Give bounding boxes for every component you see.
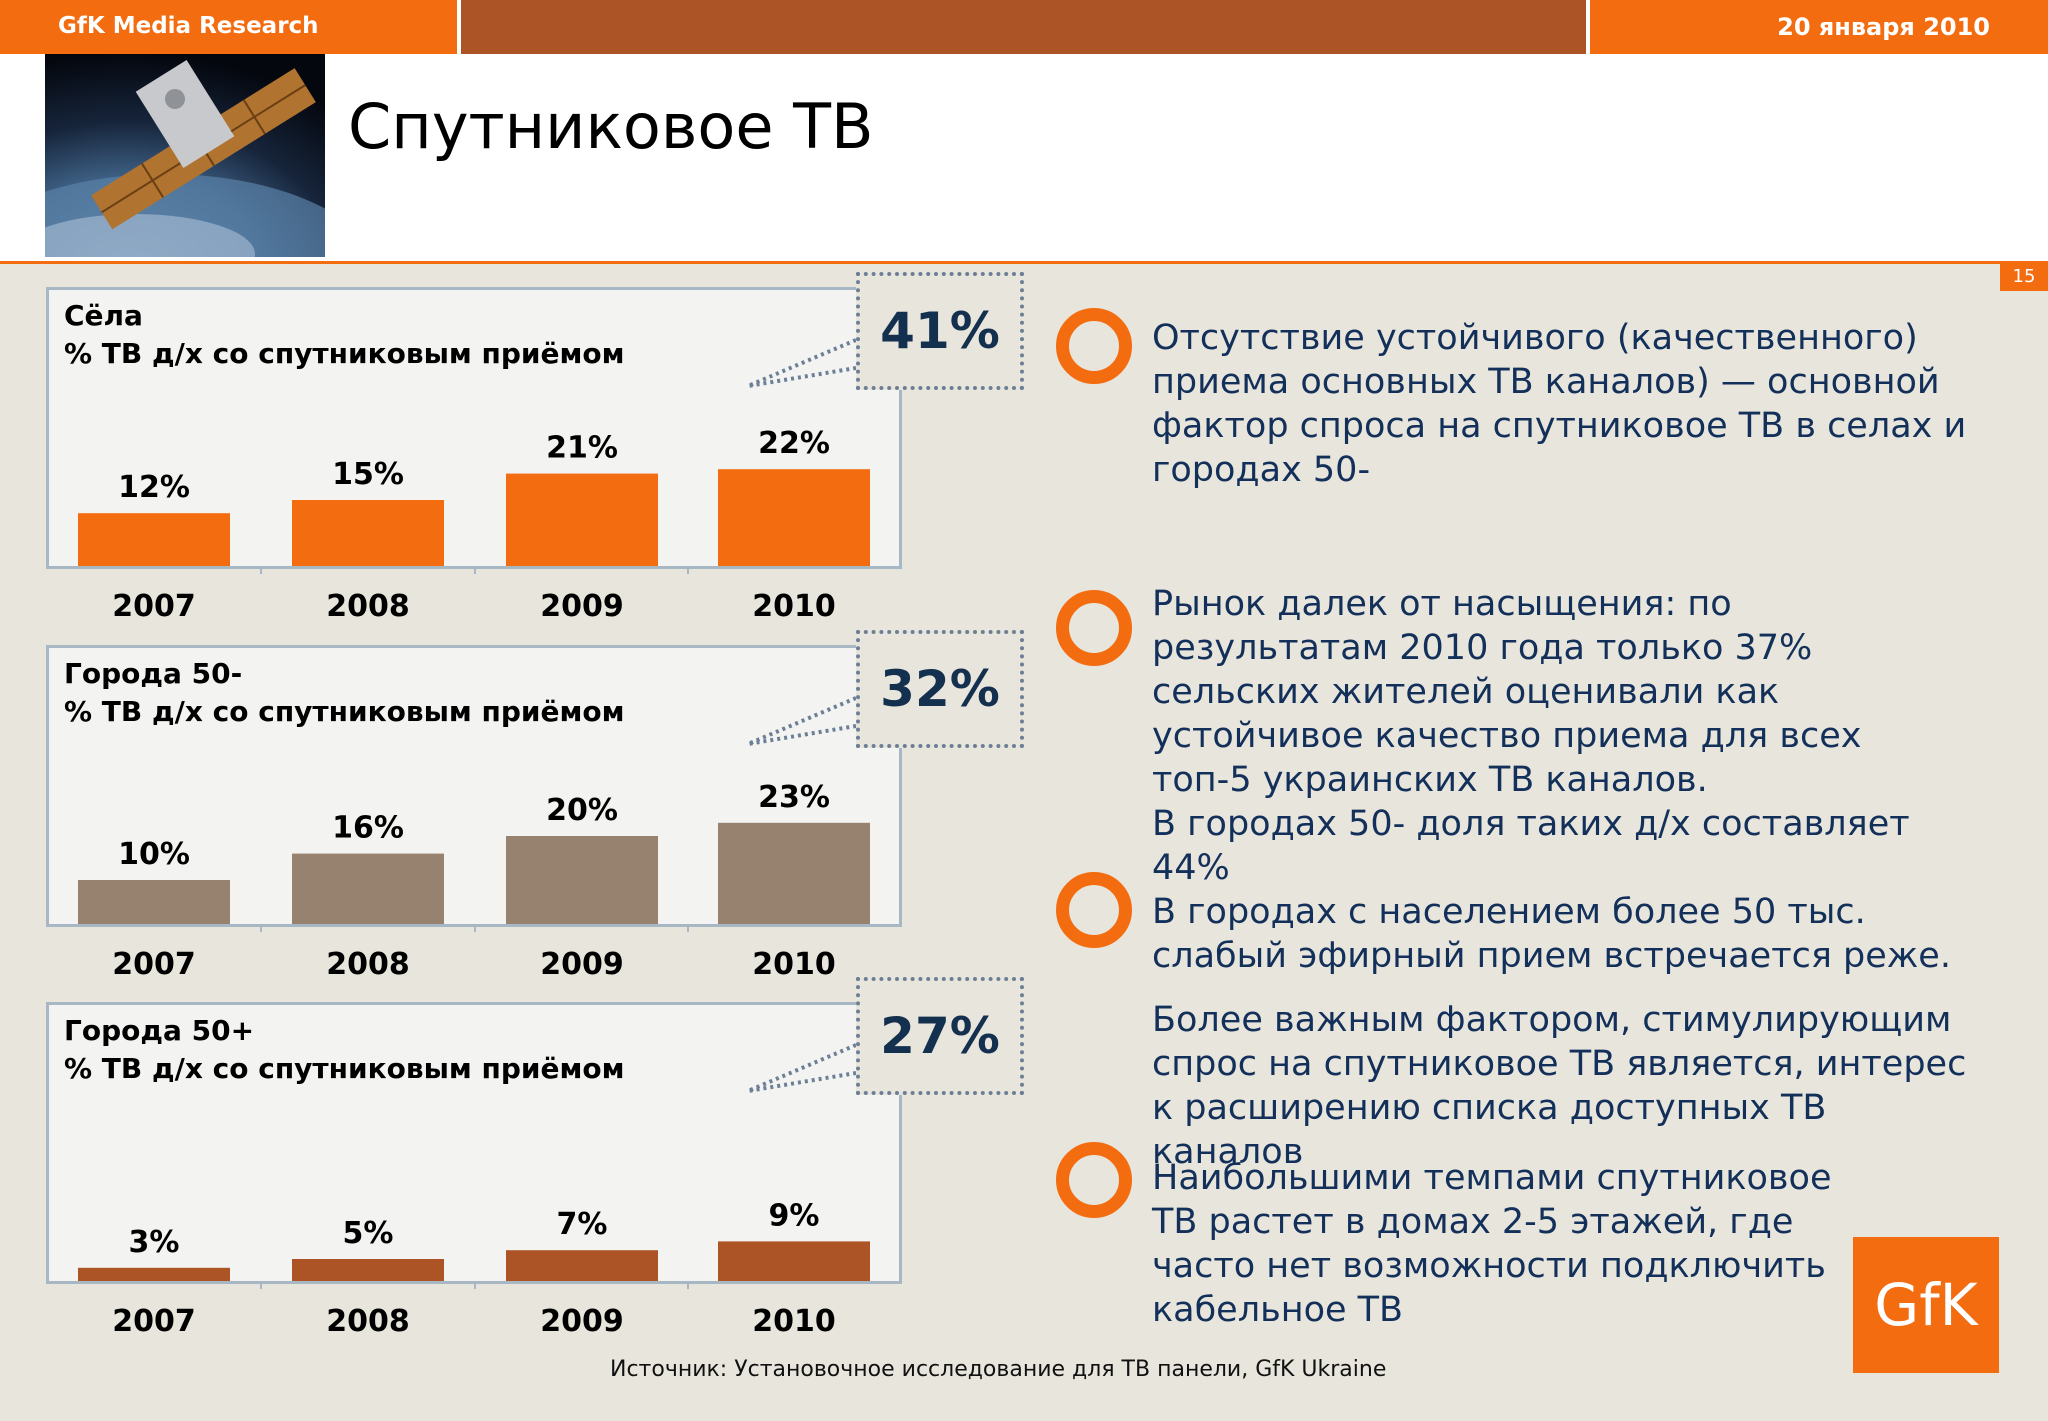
x-tick-label: 2010 — [752, 589, 836, 624]
x-tick-label: 2007 — [112, 1304, 196, 1339]
bar-value-label: 22% — [758, 426, 830, 461]
x-tick-label: 2008 — [326, 589, 410, 624]
bar — [506, 1250, 658, 1281]
callout-cities-large: 27% — [856, 977, 1024, 1095]
bar — [292, 500, 444, 566]
x-tick-label: 2009 — [540, 589, 624, 624]
x-tick-label: 2010 — [752, 1304, 836, 1339]
header-divider — [1586, 0, 1590, 54]
bar-value-label: 21% — [546, 431, 618, 466]
x-tick-label: 2009 — [540, 947, 624, 982]
bullet-text-1: Отсутствие устойчивого (качественного) п… — [1152, 316, 1972, 492]
bar-value-label: 3% — [129, 1225, 180, 1260]
bar-value-label: 10% — [118, 837, 190, 872]
charts-svg: Сёла % ТВ д/х со спутниковым приёмом 12% 20… — [64, 299, 870, 1339]
bullet-text-2: Рынок далек от насыщения: по результатам… — [1152, 582, 1972, 890]
callout-value: 32% — [880, 660, 1000, 718]
bar — [718, 469, 870, 566]
bullet-ring-icon — [1056, 308, 1132, 384]
chart-title: Города 50+ — [64, 1014, 254, 1047]
chart-title: Города 50- — [64, 657, 242, 690]
callout-cities-small: 32% — [856, 630, 1024, 748]
chart-subtitle: % ТВ д/х со спутниковым приёмом — [64, 1052, 625, 1085]
satellite-image — [45, 54, 325, 257]
header-bar: GfK Media Research 20 января 2010 — [0, 0, 2048, 54]
bullet-paragraph: Отсутствие устойчивого (качественного) п… — [1152, 318, 1967, 490]
callout-value: 41% — [880, 302, 1000, 360]
chart-title: Сёла — [64, 299, 143, 332]
x-tick-label: 2010 — [752, 947, 836, 982]
bar — [78, 1267, 230, 1281]
x-tick-label: 2009 — [540, 1304, 624, 1339]
bullet-paragraph: В городах с населением более 50 тыс. сла… — [1152, 892, 1951, 976]
page-title: Спутниковое ТВ — [348, 90, 874, 163]
page-number: 15 — [2000, 263, 2048, 291]
bullet-text-4: Наибольшими темпами спутниковое ТВ расте… — [1152, 1156, 1852, 1332]
bullet-paragraph: В городах 50- доля таких д/х составляет … — [1152, 804, 1910, 888]
callout-pointer — [747, 1043, 857, 1093]
x-tick-label: 2008 — [326, 947, 410, 982]
bar-value-label: 7% — [557, 1207, 608, 1242]
source-note: Источник: Установочное исследование для … — [610, 1357, 1387, 1382]
x-tick-label: 2007 — [112, 947, 196, 982]
bullet-ring-icon — [1056, 1142, 1132, 1218]
header-divider — [457, 0, 461, 54]
gfk-logo: GfK — [1853, 1237, 1999, 1373]
bar — [506, 836, 658, 924]
bullet-ring-icon — [1056, 590, 1132, 666]
bar — [292, 853, 444, 924]
chart-subtitle: % ТВ д/х со спутниковым приёмом — [64, 695, 625, 728]
bullet-paragraph: Наибольшими темпами спутниковое ТВ расте… — [1152, 1158, 1832, 1330]
bar — [292, 1259, 444, 1281]
bar — [78, 880, 230, 924]
bar — [78, 513, 230, 566]
callout-pointer — [747, 338, 857, 388]
bar-value-label: 5% — [343, 1216, 394, 1251]
chart-panel-cities-large — [46, 1002, 902, 1284]
header-right-segment — [1590, 0, 2048, 54]
chart-subtitle: % ТВ д/х со спутниковым приёмом — [64, 337, 625, 370]
x-tick-label: 2007 — [112, 589, 196, 624]
bar — [718, 822, 870, 924]
bar-value-label: 9% — [769, 1198, 820, 1233]
bar-value-label: 23% — [758, 780, 830, 815]
bar-value-label: 20% — [546, 793, 618, 828]
callout-value: 27% — [880, 1007, 1000, 1065]
bullet-paragraph: Более важным фактором, стимулирующим спр… — [1152, 1000, 1967, 1172]
bullet-paragraph: Рынок далек от насыщения: по результатам… — [1152, 584, 1862, 800]
bar-value-label: 16% — [332, 811, 404, 846]
header-left-segment — [0, 0, 457, 54]
x-tick-label: 2008 — [326, 1304, 410, 1339]
brand-label: GfK Media Research — [58, 13, 319, 39]
satellite-photo — [45, 54, 325, 257]
callout-pointer — [747, 696, 857, 746]
bullet-text-3: В городах с населением более 50 тыс. сла… — [1152, 890, 1972, 1174]
bar-value-label: 15% — [332, 457, 404, 492]
callout-villages: 41% — [856, 272, 1024, 390]
bar — [506, 473, 658, 566]
date-label: 20 января 2010 — [1777, 13, 1990, 41]
bar — [718, 1241, 870, 1281]
bar-value-label: 12% — [118, 470, 190, 505]
bullet-ring-icon — [1056, 872, 1132, 948]
